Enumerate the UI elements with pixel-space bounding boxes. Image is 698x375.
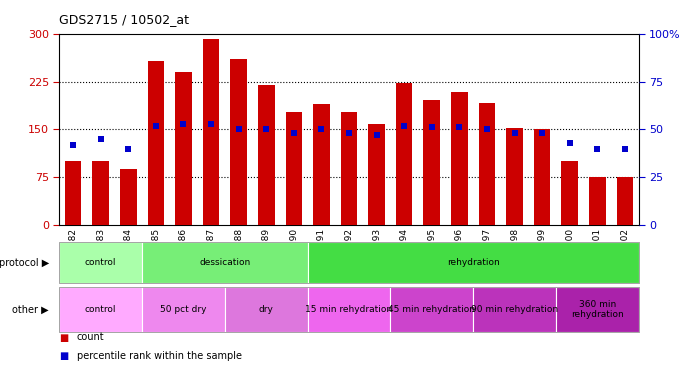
Point xyxy=(260,126,272,132)
Point xyxy=(233,126,244,132)
Bar xyxy=(120,169,137,225)
Text: control: control xyxy=(85,305,117,314)
Bar xyxy=(534,129,551,225)
Bar xyxy=(285,111,302,225)
Bar xyxy=(616,177,633,225)
Text: GDS2715 / 10502_at: GDS2715 / 10502_at xyxy=(59,13,189,26)
Point xyxy=(288,130,299,136)
Text: dry: dry xyxy=(259,305,274,314)
Bar xyxy=(451,92,468,225)
Bar xyxy=(313,104,329,225)
Text: count: count xyxy=(77,333,105,342)
Point xyxy=(68,142,79,148)
Point xyxy=(343,130,355,136)
Point xyxy=(205,121,216,127)
Text: dessication: dessication xyxy=(199,258,251,267)
Bar xyxy=(506,128,523,225)
Bar xyxy=(203,39,219,225)
Point xyxy=(371,132,383,138)
Bar xyxy=(479,103,495,225)
Point xyxy=(592,146,603,152)
Point xyxy=(619,146,630,152)
Text: 90 min rehydration: 90 min rehydration xyxy=(471,305,558,314)
Point xyxy=(482,126,493,132)
Point xyxy=(454,124,465,130)
Point xyxy=(123,146,134,152)
Bar xyxy=(258,85,274,225)
Point xyxy=(150,123,161,129)
Bar xyxy=(175,72,192,225)
Bar xyxy=(396,84,413,225)
Point xyxy=(564,140,575,146)
Text: 50 pct dry: 50 pct dry xyxy=(161,305,207,314)
Point xyxy=(399,123,410,129)
Text: 15 min rehydration: 15 min rehydration xyxy=(306,305,392,314)
Text: 360 min
rehydration: 360 min rehydration xyxy=(571,300,624,319)
Bar xyxy=(424,100,440,225)
Point xyxy=(315,126,327,132)
Text: rehydration: rehydration xyxy=(447,258,500,267)
Bar xyxy=(65,161,82,225)
Bar xyxy=(147,60,164,225)
Bar xyxy=(589,177,606,225)
Bar xyxy=(92,161,109,225)
Text: control: control xyxy=(85,258,117,267)
Bar xyxy=(369,124,385,225)
Bar xyxy=(341,111,357,225)
Point xyxy=(509,130,520,136)
Bar xyxy=(230,59,247,225)
Text: protocol ▶: protocol ▶ xyxy=(0,258,49,267)
Text: percentile rank within the sample: percentile rank within the sample xyxy=(77,351,242,361)
Text: ■: ■ xyxy=(59,333,68,342)
Point xyxy=(178,121,189,127)
Point xyxy=(95,136,106,142)
Bar xyxy=(561,161,578,225)
Point xyxy=(426,124,438,130)
Text: other ▶: other ▶ xyxy=(13,304,49,314)
Point xyxy=(537,130,548,136)
Text: ■: ■ xyxy=(59,351,68,361)
Text: 45 min rehydration: 45 min rehydration xyxy=(388,305,475,314)
